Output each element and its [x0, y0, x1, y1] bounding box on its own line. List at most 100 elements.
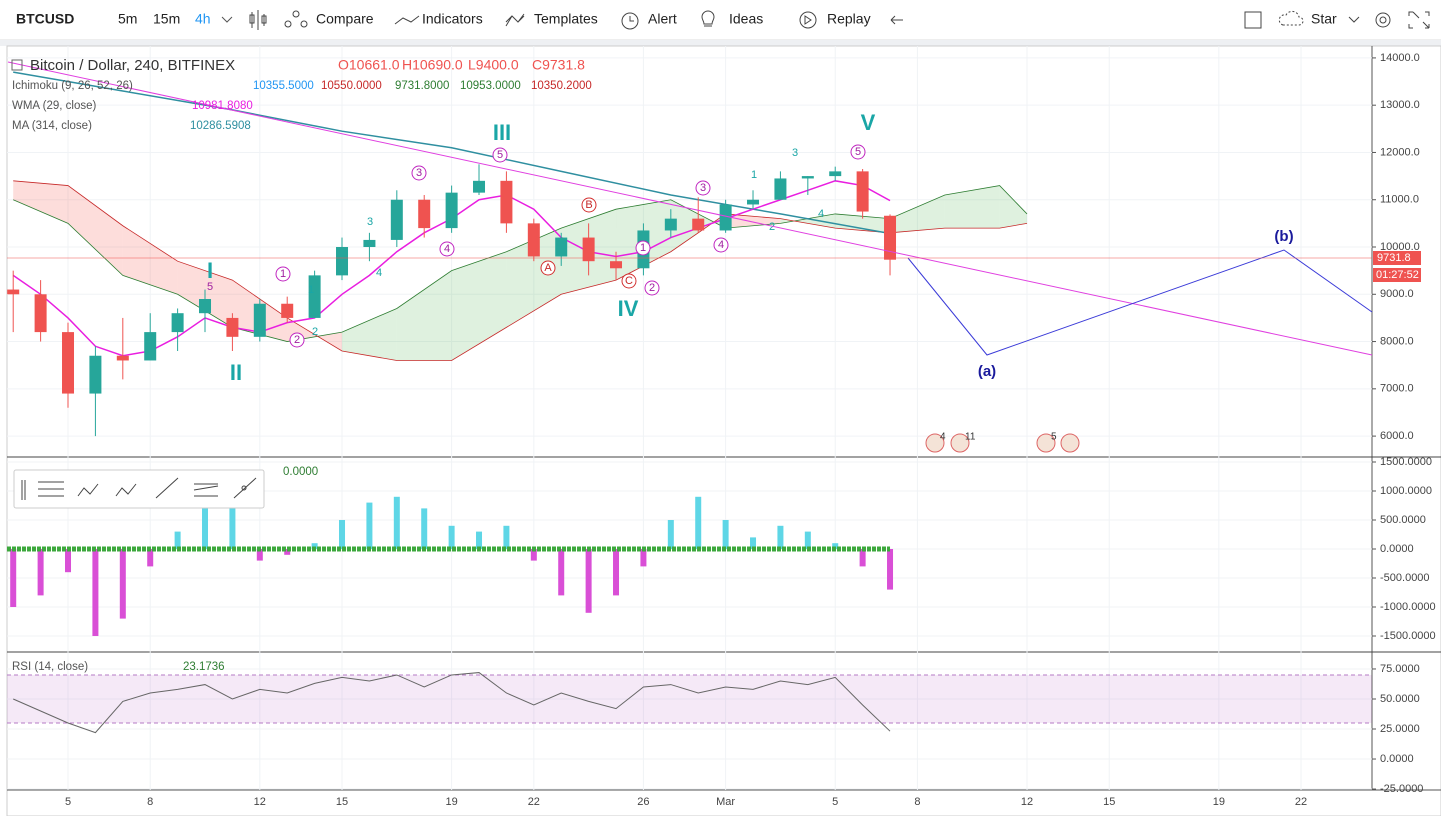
templates-button[interactable]: Templates [534, 11, 598, 27]
cloud-segment [944, 185, 1000, 229]
wave-label: 4 [444, 243, 450, 255]
cloud-segment [780, 213, 836, 229]
candle-body [7, 289, 20, 295]
candle-body [445, 192, 458, 229]
wave-circle [411, 165, 427, 181]
event-icon [1036, 433, 1056, 453]
collapse-icon[interactable] [11, 59, 23, 71]
indicators-button[interactable]: Indicators [422, 11, 483, 27]
star-button[interactable]: Star [1311, 11, 1337, 27]
wave-label: 4 [818, 208, 824, 220]
compare-button[interactable]: Compare [316, 11, 374, 27]
y-tick-label: 12000.0 [1380, 146, 1420, 158]
osc-bar [695, 496, 702, 549]
event-count: 11 [965, 432, 976, 443]
candle-body [34, 294, 47, 333]
osc-bar [530, 548, 537, 561]
candle-body [692, 218, 705, 231]
interval[interactable]: 4h [195, 11, 211, 27]
event-count: 5 [1051, 432, 1057, 443]
event-icon [1060, 433, 1080, 453]
wave-label: V [861, 110, 876, 135]
osc-bar [284, 548, 291, 555]
wave-circle [275, 266, 291, 282]
x-tick-label: 15 [1103, 796, 1115, 808]
y-tick-label: 8000.0 [1380, 335, 1414, 347]
ideas-button[interactable]: Ideas [729, 11, 763, 27]
interval[interactable]: 5m [118, 11, 137, 27]
candle-body [527, 223, 540, 257]
cloud-segment [506, 228, 562, 328]
wave-label: (b) [1274, 228, 1293, 245]
candle-body [226, 317, 239, 337]
rsi-line [13, 672, 891, 734]
y-tick-label: -25.0000 [1380, 783, 1423, 795]
wave-label: 5 [497, 149, 503, 161]
wave-label: IV [618, 296, 639, 321]
y-tick-label: -500.0000 [1380, 572, 1430, 584]
y-tick-label: 1500.0000 [1380, 456, 1432, 468]
osc-bar [613, 548, 620, 596]
osc-bar [859, 548, 866, 567]
wave-label: 2 [769, 221, 775, 233]
candle-body [253, 303, 266, 337]
candle-body [500, 180, 513, 224]
osc-bar [311, 543, 318, 549]
drawing-tools[interactable] [21, 477, 257, 500]
ma-name: MA (314, close) [12, 120, 92, 132]
wave-label: 3 [700, 182, 706, 194]
toolbar [0, 0, 1441, 40]
cloud-segment [122, 225, 178, 295]
alert-button[interactable]: Alert [648, 11, 677, 27]
osc-bar [503, 525, 510, 549]
legend-open: O10661.0 [338, 57, 400, 73]
osc-bar [147, 548, 154, 567]
wave-label: 2 [312, 326, 318, 338]
osc-bar [65, 548, 72, 573]
wave-label: 1 [308, 284, 314, 296]
wave-circle [850, 144, 866, 160]
trend-line [7, 61, 1373, 356]
x-tick-label: 19 [445, 796, 457, 808]
osc-bar [174, 531, 181, 549]
wave-label: C [625, 275, 633, 287]
x-tick-label: 26 [637, 796, 649, 808]
wave-label: 2 [649, 282, 655, 294]
y-tick-label: 11000.0 [1380, 194, 1419, 206]
x-tick-label: 5 [832, 796, 838, 808]
replay-button[interactable]: Replay [827, 11, 871, 27]
dropdown-icon[interactable] [221, 16, 233, 23]
toolbar-icons [249, 10, 1430, 30]
interval[interactable]: 15m [153, 11, 180, 27]
wave-label: 3 [367, 216, 373, 228]
osc-bar [476, 531, 483, 549]
symbol[interactable]: BTCUSD [16, 11, 74, 27]
rsi-value: 23.1736 [183, 661, 225, 673]
y-tick-label: 0.0000 [1380, 543, 1414, 555]
y-tick-label: 75.0000 [1380, 663, 1420, 675]
legend-low: L9400.0 [468, 57, 519, 73]
wave-label: 3 [792, 147, 798, 159]
y-tick-label: 7000.0 [1380, 383, 1414, 395]
candle-body [308, 275, 321, 318]
candle-body [610, 261, 623, 269]
y-tick-label: -1500.0000 [1380, 630, 1436, 642]
osc-bar [202, 496, 209, 549]
candle-body [336, 247, 349, 276]
candle-body [719, 204, 732, 231]
osc-value: 0.0000 [283, 466, 318, 478]
rsi-band [7, 674, 1372, 724]
countdown-badge [1373, 268, 1421, 282]
osc-bar [804, 531, 811, 549]
candle-body [116, 355, 129, 361]
cloud-segment [451, 251, 507, 361]
x-tick-label: 19 [1213, 796, 1225, 808]
x-tick-label: 8 [147, 796, 153, 808]
osc-bar [256, 548, 263, 561]
wma-name: WMA (29, close) [12, 100, 97, 112]
wave-circle [581, 197, 597, 213]
event-icon [950, 433, 970, 453]
ichimoku-value: 10350.2000 [531, 80, 592, 92]
candle-body [884, 215, 897, 260]
